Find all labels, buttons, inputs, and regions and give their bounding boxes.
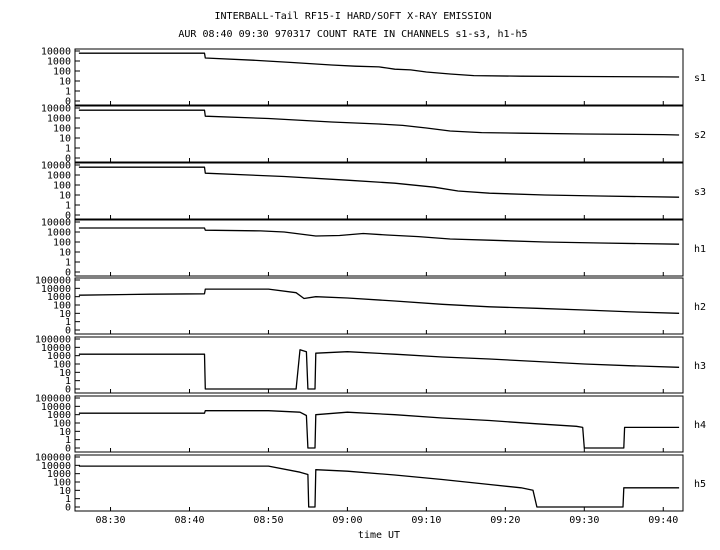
y-tick-label: 100 xyxy=(53,67,71,78)
x-tick-label: 08:30 xyxy=(95,515,125,526)
panel-frame-h1 xyxy=(74,219,684,277)
y-tick-label: 10 xyxy=(59,486,71,497)
y-tick-label: 1000 xyxy=(47,351,71,362)
channel-label-s1: s1 xyxy=(694,73,706,84)
y-tick-label: 10000 xyxy=(41,161,71,172)
y-tick-label: 10 xyxy=(59,309,71,320)
y-tick-label: 100 xyxy=(53,419,71,430)
y-tick-label: 100 xyxy=(53,124,71,135)
y-tick-label: 1000 xyxy=(47,469,71,480)
panels-group: 1000010001001010s11000010001001010s21000… xyxy=(35,47,706,514)
y-tick-label: 10000 xyxy=(41,47,71,58)
y-tick-label: 10 xyxy=(59,134,71,145)
y-tick-label: 0 xyxy=(65,444,71,455)
y-tick-label: 100 xyxy=(53,478,71,489)
panel-frame-s2 xyxy=(74,105,684,163)
y-tick-label: 1 xyxy=(65,317,71,328)
channel-label-h1: h1 xyxy=(694,244,706,255)
y-tick-label: 100 xyxy=(53,360,71,371)
x-tick-label: 09:40 xyxy=(648,515,678,526)
x-tick-label: 09:20 xyxy=(490,515,520,526)
y-tick-label: 100000 xyxy=(35,394,71,405)
y-tick-label: 1 xyxy=(65,144,71,155)
y-tick-label: 100 xyxy=(53,181,71,192)
y-tick-label: 0 xyxy=(65,385,71,396)
series-line-s2 xyxy=(78,109,680,136)
y-tick-label: 0 xyxy=(65,154,71,165)
y-tick-label: 1 xyxy=(65,258,71,269)
y-tick-label: 1000 xyxy=(47,228,71,239)
series-line-h2 xyxy=(78,288,680,314)
x-axis-label: time UT xyxy=(358,530,400,541)
y-tick-label: 0 xyxy=(65,268,71,279)
channel-label-h5: h5 xyxy=(694,479,706,490)
channel-label-s3: s3 xyxy=(694,187,706,198)
y-tick-label: 100 xyxy=(53,301,71,312)
channel-label-h3: h3 xyxy=(694,361,706,372)
y-tick-label: 10000 xyxy=(41,343,71,354)
y-tick-label: 0 xyxy=(65,97,71,108)
series-line-s3 xyxy=(78,166,680,198)
y-tick-label: 10 xyxy=(59,427,71,438)
y-tick-label: 0 xyxy=(65,211,71,222)
y-tick-label: 10 xyxy=(59,191,71,202)
y-tick-label: 100000 xyxy=(35,453,71,464)
y-tick-label: 1 xyxy=(65,376,71,387)
y-tick-label: 10 xyxy=(59,368,71,379)
series-line-h4 xyxy=(78,410,680,449)
channel-label-h2: h2 xyxy=(694,302,706,313)
channel-label-s2: s2 xyxy=(694,130,706,141)
y-tick-label: 1 xyxy=(65,435,71,446)
x-tick-label: 08:50 xyxy=(253,515,283,526)
y-tick-label: 10000 xyxy=(41,218,71,229)
x-axis: 08:30 08:40 08:50 09:00 09:10 09:20 09:30 09:40 xyxy=(95,515,678,526)
y-tick-label: 0 xyxy=(65,503,71,514)
panel-frame-h2 xyxy=(74,277,684,335)
channel-label-h4: h4 xyxy=(694,420,706,431)
series-line-h5 xyxy=(78,465,680,508)
panel-frame-h3 xyxy=(74,336,684,394)
chart-title: INTERBALL-Tail RF15-I HARD/SOFT X-RAY EM… xyxy=(215,11,492,22)
x-tick-label: 09:10 xyxy=(411,515,441,526)
series-line-h3 xyxy=(78,349,680,390)
y-tick-label: 0 xyxy=(65,326,71,337)
y-tick-label: 10000 xyxy=(41,104,71,115)
x-tick-label: 09:30 xyxy=(569,515,599,526)
y-tick-label: 100000 xyxy=(35,335,71,346)
y-tick-label: 10 xyxy=(59,248,71,259)
y-tick-label: 10000 xyxy=(41,402,71,413)
y-tick-label: 10000 xyxy=(41,284,71,295)
x-tick-label: 08:40 xyxy=(174,515,204,526)
x-tick-label: 09:00 xyxy=(332,515,362,526)
y-tick-label: 1 xyxy=(65,494,71,505)
panel-frame-h4 xyxy=(74,395,684,453)
y-tick-label: 100000 xyxy=(35,276,71,287)
y-tick-label: 1000 xyxy=(47,114,71,125)
panel-frame-h5 xyxy=(74,454,684,512)
y-tick-label: 1 xyxy=(65,87,71,98)
y-tick-label: 1000 xyxy=(47,57,71,68)
chart-subtitle: AUR 08:40 09:30 970317 COUNT RATE IN CHA… xyxy=(178,29,527,40)
y-tick-label: 1000 xyxy=(47,292,71,303)
panel-frame-s3 xyxy=(74,162,684,220)
y-tick-label: 1000 xyxy=(47,410,71,421)
y-tick-label: 100 xyxy=(53,238,71,249)
panel-frame-s1 xyxy=(74,48,684,106)
y-tick-label: 1000 xyxy=(47,171,71,182)
y-tick-label: 1 xyxy=(65,201,71,212)
series-line-h1 xyxy=(78,227,680,245)
y-tick-label: 10000 xyxy=(41,461,71,472)
y-tick-label: 10 xyxy=(59,77,71,88)
series-line-s1 xyxy=(78,52,680,78)
